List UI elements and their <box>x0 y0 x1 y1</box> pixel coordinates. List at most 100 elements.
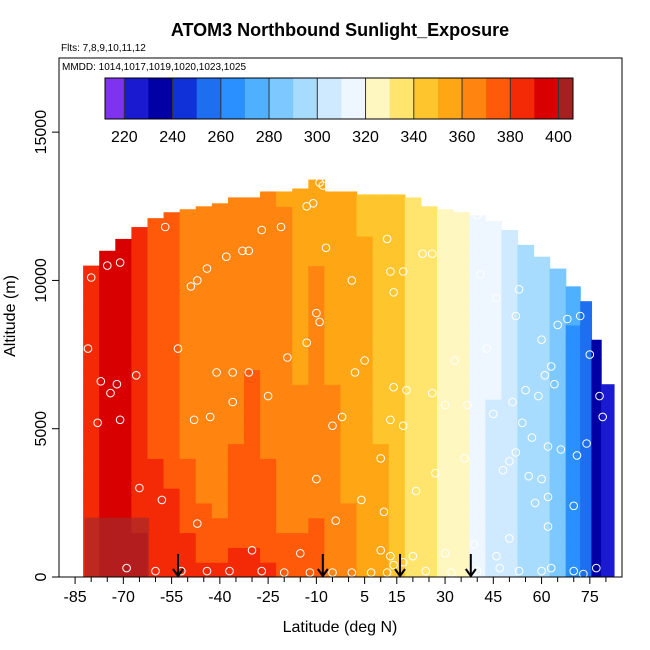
heatmap-cell <box>372 295 390 311</box>
sample-point <box>537 474 546 484</box>
heatmap-cell <box>420 384 438 400</box>
heatmap-cell <box>404 473 422 489</box>
heatmap-cell <box>533 384 551 400</box>
heatmap-cell <box>388 324 406 341</box>
heatmap-cell <box>404 324 422 341</box>
heatmap-cell <box>372 562 390 577</box>
heatmap-cell <box>227 280 245 296</box>
heatmap-cell <box>83 488 100 504</box>
x-tick-label: 60 <box>533 589 551 606</box>
heatmap-cell <box>99 280 116 296</box>
heatmap-cell <box>356 532 374 548</box>
heatmap-cell <box>601 547 615 563</box>
sample-point <box>447 568 456 577</box>
heatmap-cell <box>420 235 438 252</box>
heatmap-cell <box>227 369 245 385</box>
heatmap-cell <box>260 310 277 326</box>
sample-point <box>514 566 524 576</box>
heatmap-cell <box>260 502 277 519</box>
sample-point <box>569 566 579 576</box>
colorbar-tick-label: 260 <box>207 129 234 146</box>
heatmap-cell <box>420 324 438 341</box>
sample-point <box>595 391 604 401</box>
heatmap-cell <box>601 428 615 445</box>
heatmap-cell <box>420 532 438 548</box>
heatmap-cell <box>517 280 535 296</box>
y-tick-label: 15000 <box>33 110 50 155</box>
heatmap-cell <box>372 206 390 222</box>
heatmap-cell <box>356 384 374 400</box>
sample-point <box>427 249 437 258</box>
heatmap-cell <box>131 227 149 237</box>
heatmap-cell <box>83 428 100 445</box>
heatmap-cell <box>372 235 390 252</box>
heatmap-cell <box>324 324 342 341</box>
heatmap-cell <box>308 488 326 504</box>
heatmap-cell <box>179 384 197 400</box>
heatmap-cell <box>292 221 309 237</box>
heatmap-cell <box>404 428 422 445</box>
sample-point <box>582 439 591 448</box>
heatmap-cell <box>565 324 581 341</box>
heatmap-cell <box>99 369 116 385</box>
heatmap-cell <box>388 265 406 282</box>
heatmap-cell <box>469 384 486 400</box>
heatmap-cell <box>404 265 422 282</box>
heatmap-cell <box>115 384 132 400</box>
colorbar-segment <box>124 78 149 119</box>
heatmap-cell <box>308 295 326 311</box>
sample-point <box>408 551 418 561</box>
heatmap-cell <box>372 250 390 267</box>
heatmap-cell <box>308 369 326 385</box>
heatmap-cell <box>276 458 293 474</box>
heatmap-cell <box>517 517 535 534</box>
heatmap-cell <box>356 250 374 267</box>
heatmap-cell <box>517 532 535 548</box>
heatmap-cell <box>404 310 422 326</box>
sample-point <box>122 563 131 573</box>
heatmap-cell <box>115 369 132 385</box>
colorbar-segment <box>558 78 574 119</box>
sample-point <box>572 451 582 460</box>
colorbar-segment <box>510 78 535 119</box>
sample-point <box>263 391 273 401</box>
heatmap-cell <box>308 221 326 237</box>
heatmap-cell <box>372 443 390 459</box>
heatmap-cell <box>356 443 374 459</box>
heatmap-cell <box>227 502 245 519</box>
heatmap-cell <box>163 212 181 222</box>
heatmap-cell <box>99 399 116 415</box>
heatmap-cell <box>179 324 197 341</box>
heatmap-cell <box>340 339 358 356</box>
heatmap-cell <box>453 221 470 237</box>
heatmap-cell <box>469 428 486 445</box>
heatmap-cell <box>404 517 422 534</box>
sample-point <box>103 261 112 270</box>
sample-point <box>321 243 331 253</box>
heatmap-cell <box>227 562 245 577</box>
heatmap-cell <box>340 235 358 252</box>
heatmap-cell <box>469 547 486 563</box>
heatmap-cell <box>533 502 551 519</box>
heatmap-cell <box>147 310 165 326</box>
dates-subtitle: MMDD: 1014,1017,1019,1020,1023,1025 <box>62 62 246 73</box>
heatmap-cell <box>308 532 326 548</box>
sample-point <box>543 522 553 531</box>
heatmap-cell <box>195 384 213 400</box>
heatmap-cell <box>601 413 615 430</box>
sample-point <box>247 546 257 555</box>
heatmap-cell <box>115 250 132 267</box>
heatmap-cell <box>324 339 342 356</box>
heatmap-cell <box>308 443 326 459</box>
sample-point <box>540 371 550 380</box>
heatmap-cell <box>533 339 551 356</box>
sample-point <box>157 495 167 505</box>
heatmap-cell <box>356 428 374 445</box>
sample-point <box>257 225 267 235</box>
colorbar-segment <box>486 78 511 119</box>
heatmap-cell <box>565 399 581 415</box>
heatmap-cell <box>260 191 277 207</box>
heatmap-cell <box>227 473 245 489</box>
heatmap-cell <box>372 354 390 370</box>
heatmap-cell <box>437 428 454 445</box>
